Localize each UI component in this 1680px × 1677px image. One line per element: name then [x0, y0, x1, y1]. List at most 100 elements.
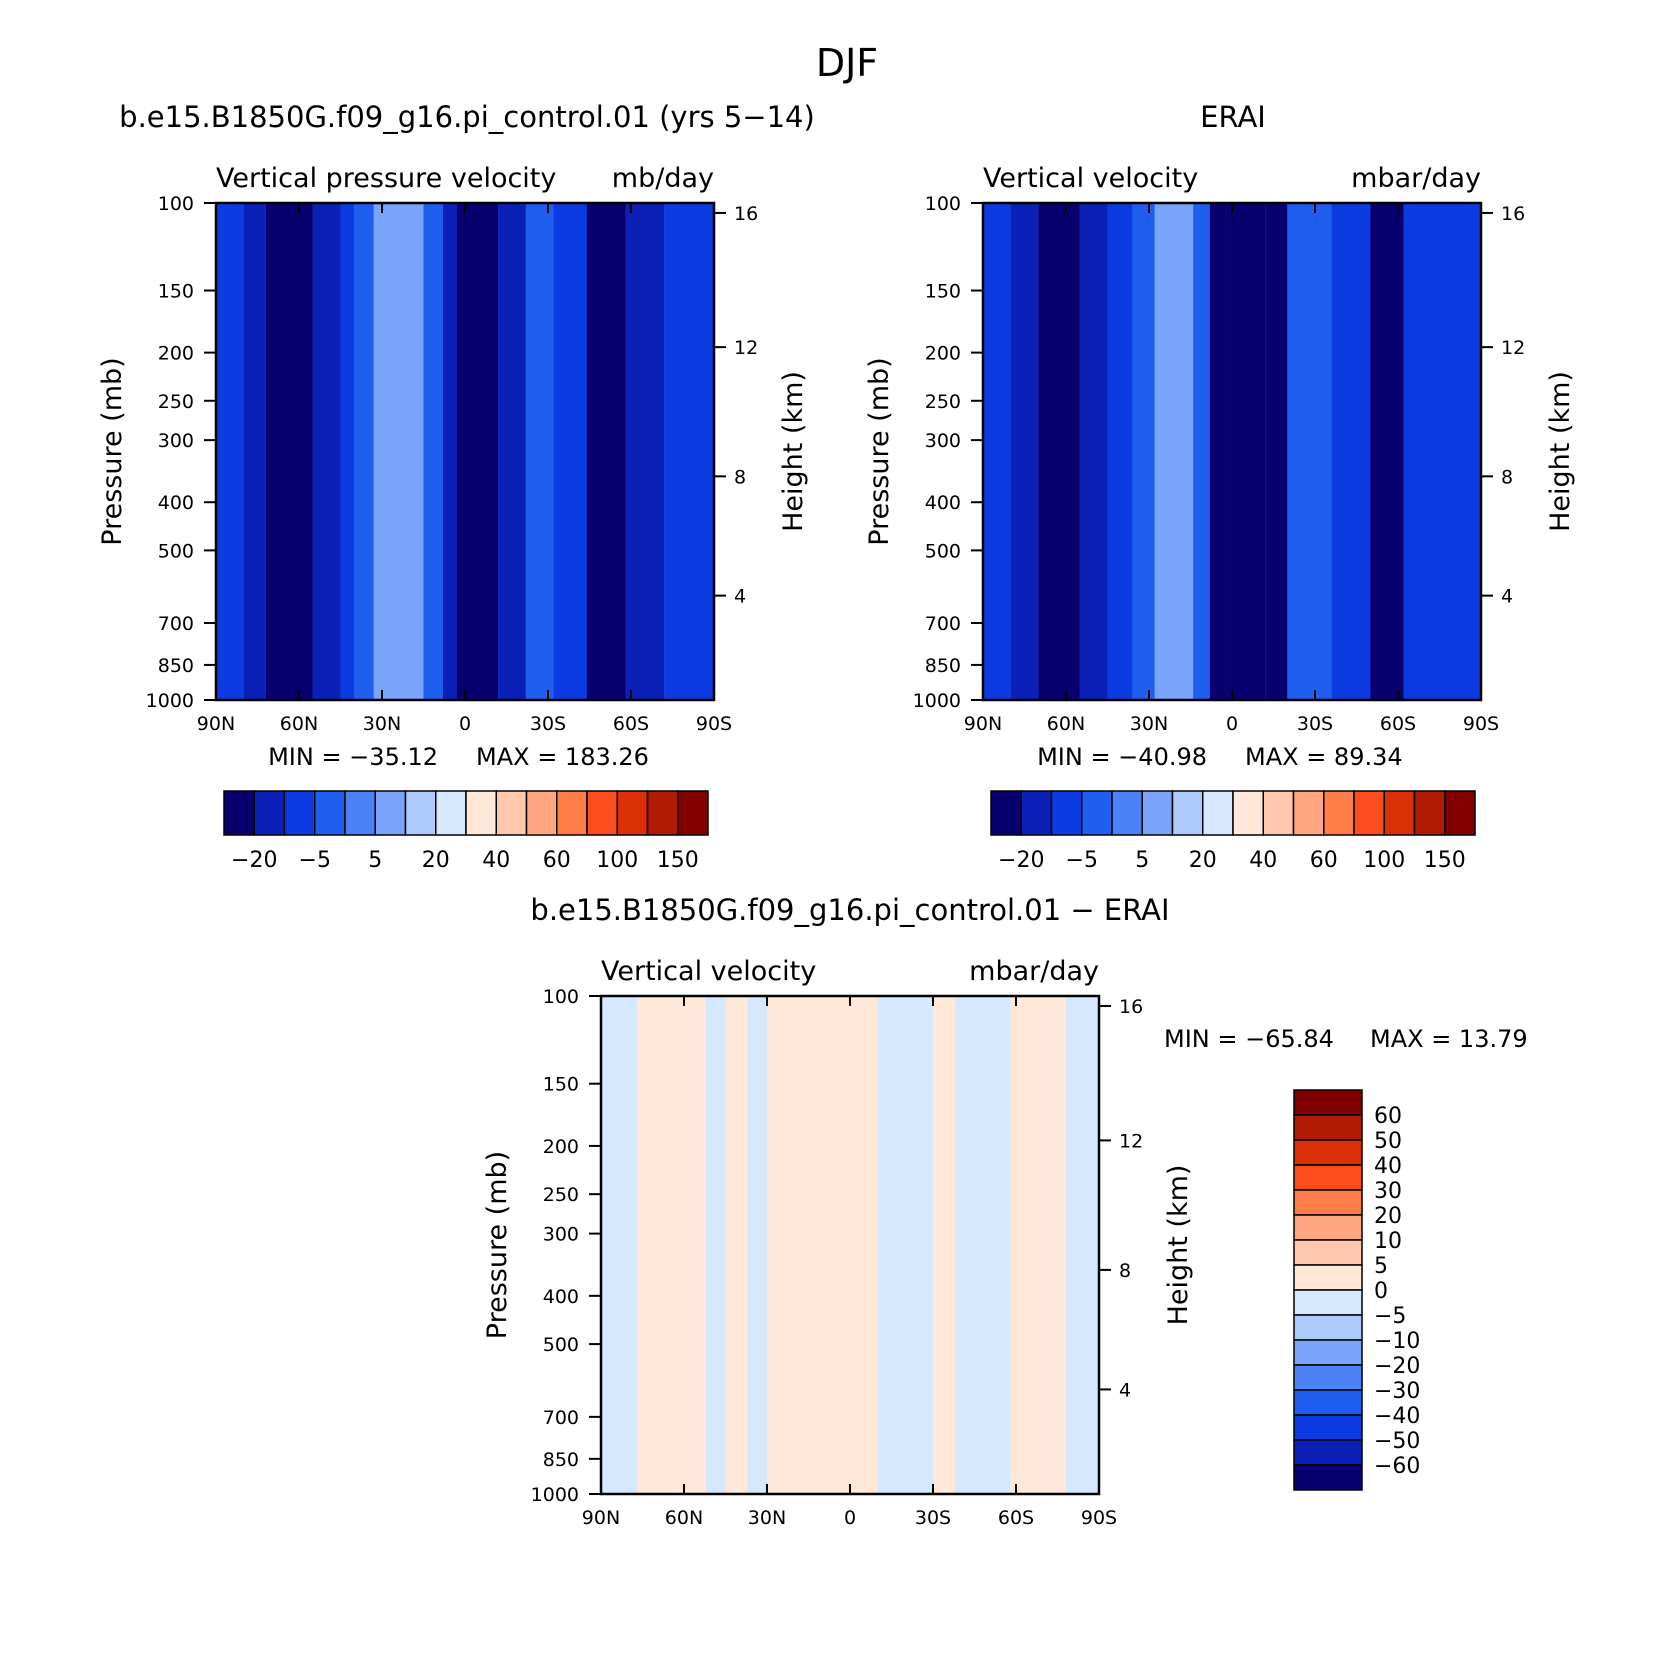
- colorbar-box-6: [1293, 1239, 1363, 1266]
- data-band-5: [354, 203, 374, 700]
- data-band-6: [1154, 203, 1194, 700]
- y-tick-label: 150: [543, 1074, 579, 1096]
- colorbar-box-1: [1020, 790, 1053, 836]
- x-tick-label: 60N: [1047, 713, 1085, 735]
- data-band-0: [216, 203, 244, 700]
- colorbar-label: 5: [1374, 1254, 1388, 1279]
- y-tick-label: 850: [543, 1449, 579, 1471]
- data-band-9: [1226, 203, 1266, 700]
- y2-tick-label: 16: [1501, 203, 1525, 225]
- colorbar-box-4: [344, 790, 376, 836]
- y2-tick-label: 16: [734, 203, 758, 225]
- colorbar-label: 40: [1374, 1154, 1402, 1179]
- colorbar-box-13: [616, 790, 649, 836]
- colorbar-box-8: [465, 790, 497, 836]
- data-band-8: [1209, 203, 1227, 700]
- colorbar-box-9: [1262, 790, 1295, 836]
- colorbar-box-1: [253, 790, 286, 836]
- colorbar-box-14: [646, 790, 679, 836]
- data-band-2: [1038, 203, 1080, 700]
- x-tick-label: 60N: [665, 1507, 703, 1529]
- y-tick-label: 300: [543, 1224, 579, 1246]
- data-band-8: [442, 203, 457, 700]
- data-band-12: [553, 203, 587, 700]
- data-band-10: [1265, 203, 1288, 700]
- y-tick-label: 250: [543, 1184, 579, 1206]
- y-tick-label: 300: [158, 430, 194, 452]
- y-tick-label: 400: [925, 492, 961, 514]
- colorbar-box-9: [495, 790, 528, 836]
- y2-axis-title: Height (km): [1545, 371, 1576, 532]
- data-band-8: [955, 996, 1011, 1494]
- data-band-10: [1065, 996, 1099, 1494]
- y-axis-title: Pressure (mb): [864, 357, 895, 545]
- data-band-13: [1370, 203, 1404, 700]
- colorbar-box-12: [586, 790, 618, 836]
- data-band-15: [664, 203, 714, 700]
- x-tick-label: 30N: [1130, 713, 1168, 735]
- colorbar-label: −60: [1374, 1454, 1420, 1479]
- x-tick-label: 30S: [915, 1507, 951, 1529]
- x-tick-label: 30N: [748, 1507, 786, 1529]
- y-tick-label: 850: [158, 655, 194, 677]
- data-band-0: [983, 203, 1011, 700]
- colorbar-box-7: [1293, 1264, 1363, 1291]
- y-tick-label: 100: [925, 193, 961, 215]
- colorbar-box-15: [677, 790, 709, 836]
- max-label: MAX = 183.26: [476, 743, 649, 771]
- data-band-1: [1010, 203, 1039, 700]
- max-label: MAX = 13.79: [1370, 1025, 1528, 1053]
- colorbar-box-3: [314, 790, 346, 836]
- panel-title: b.e15.B1850G.f09_g16.pi_control.01 (yrs …: [119, 100, 815, 134]
- data-band-1: [636, 996, 707, 1494]
- colorbar-box-8: [1293, 1289, 1363, 1316]
- y-axis-title: Pressure (mb): [482, 1151, 513, 1339]
- x-tick-label: 60N: [280, 713, 318, 735]
- colorbar-box-6: [404, 790, 437, 836]
- y-tick-label: 850: [925, 655, 961, 677]
- colorbar-box-10: [1292, 790, 1325, 836]
- data-band-1: [243, 203, 266, 700]
- x-tick-label: 90N: [964, 713, 1002, 735]
- colorbar-label: −10: [1374, 1329, 1420, 1354]
- colorbar-label: 50: [1374, 1129, 1402, 1154]
- colorbar-box-5: [1141, 790, 1174, 836]
- colorbar-box-4: [1111, 790, 1143, 836]
- left-label: Vertical velocity: [983, 163, 1198, 194]
- y-tick-label: 250: [925, 391, 961, 413]
- left-label: Vertical pressure velocity: [216, 163, 556, 194]
- x-tick-label: 90N: [582, 1507, 620, 1529]
- y2-tick-label: 8: [734, 466, 746, 488]
- colorbar-box-11: [1293, 1364, 1363, 1391]
- x-tick-label: 30S: [1297, 713, 1333, 735]
- right-label: mbar/day: [969, 956, 1099, 987]
- colorbar-label: 100: [596, 848, 638, 873]
- x-tick-label: 90S: [1463, 713, 1499, 735]
- data-band-9: [456, 203, 499, 700]
- colorbar-label: 5: [368, 848, 382, 873]
- data-band-7: [423, 203, 443, 700]
- data-band-2: [265, 203, 313, 700]
- colorbar-label: 150: [657, 848, 699, 873]
- colorbar-label: −20: [998, 848, 1044, 873]
- y2-tick-label: 4: [1501, 586, 1513, 608]
- data-band-0: [601, 996, 637, 1494]
- y-tick-label: 200: [925, 343, 961, 365]
- min-label: MIN = −40.98: [1037, 743, 1207, 771]
- colorbar-label: 30: [1374, 1179, 1402, 1204]
- y-tick-label: 100: [543, 986, 579, 1008]
- y2-axis-title: Height (km): [1163, 1165, 1194, 1326]
- y-tick-label: 500: [158, 540, 194, 562]
- right-label: mbar/day: [1351, 163, 1481, 194]
- x-tick-label: 0: [1226, 713, 1238, 735]
- data-band-6: [373, 203, 424, 700]
- data-band-14: [625, 203, 665, 700]
- min-label: MIN = −35.12: [268, 743, 438, 771]
- colorbar-box-14: [1293, 1439, 1363, 1466]
- panel-title: b.e15.B1850G.f09_g16.pi_control.01 − ERA…: [530, 893, 1169, 927]
- colorbar-box-0: [1293, 1089, 1363, 1116]
- colorbar-box-2: [1050, 790, 1083, 836]
- y-tick-label: 200: [158, 343, 194, 365]
